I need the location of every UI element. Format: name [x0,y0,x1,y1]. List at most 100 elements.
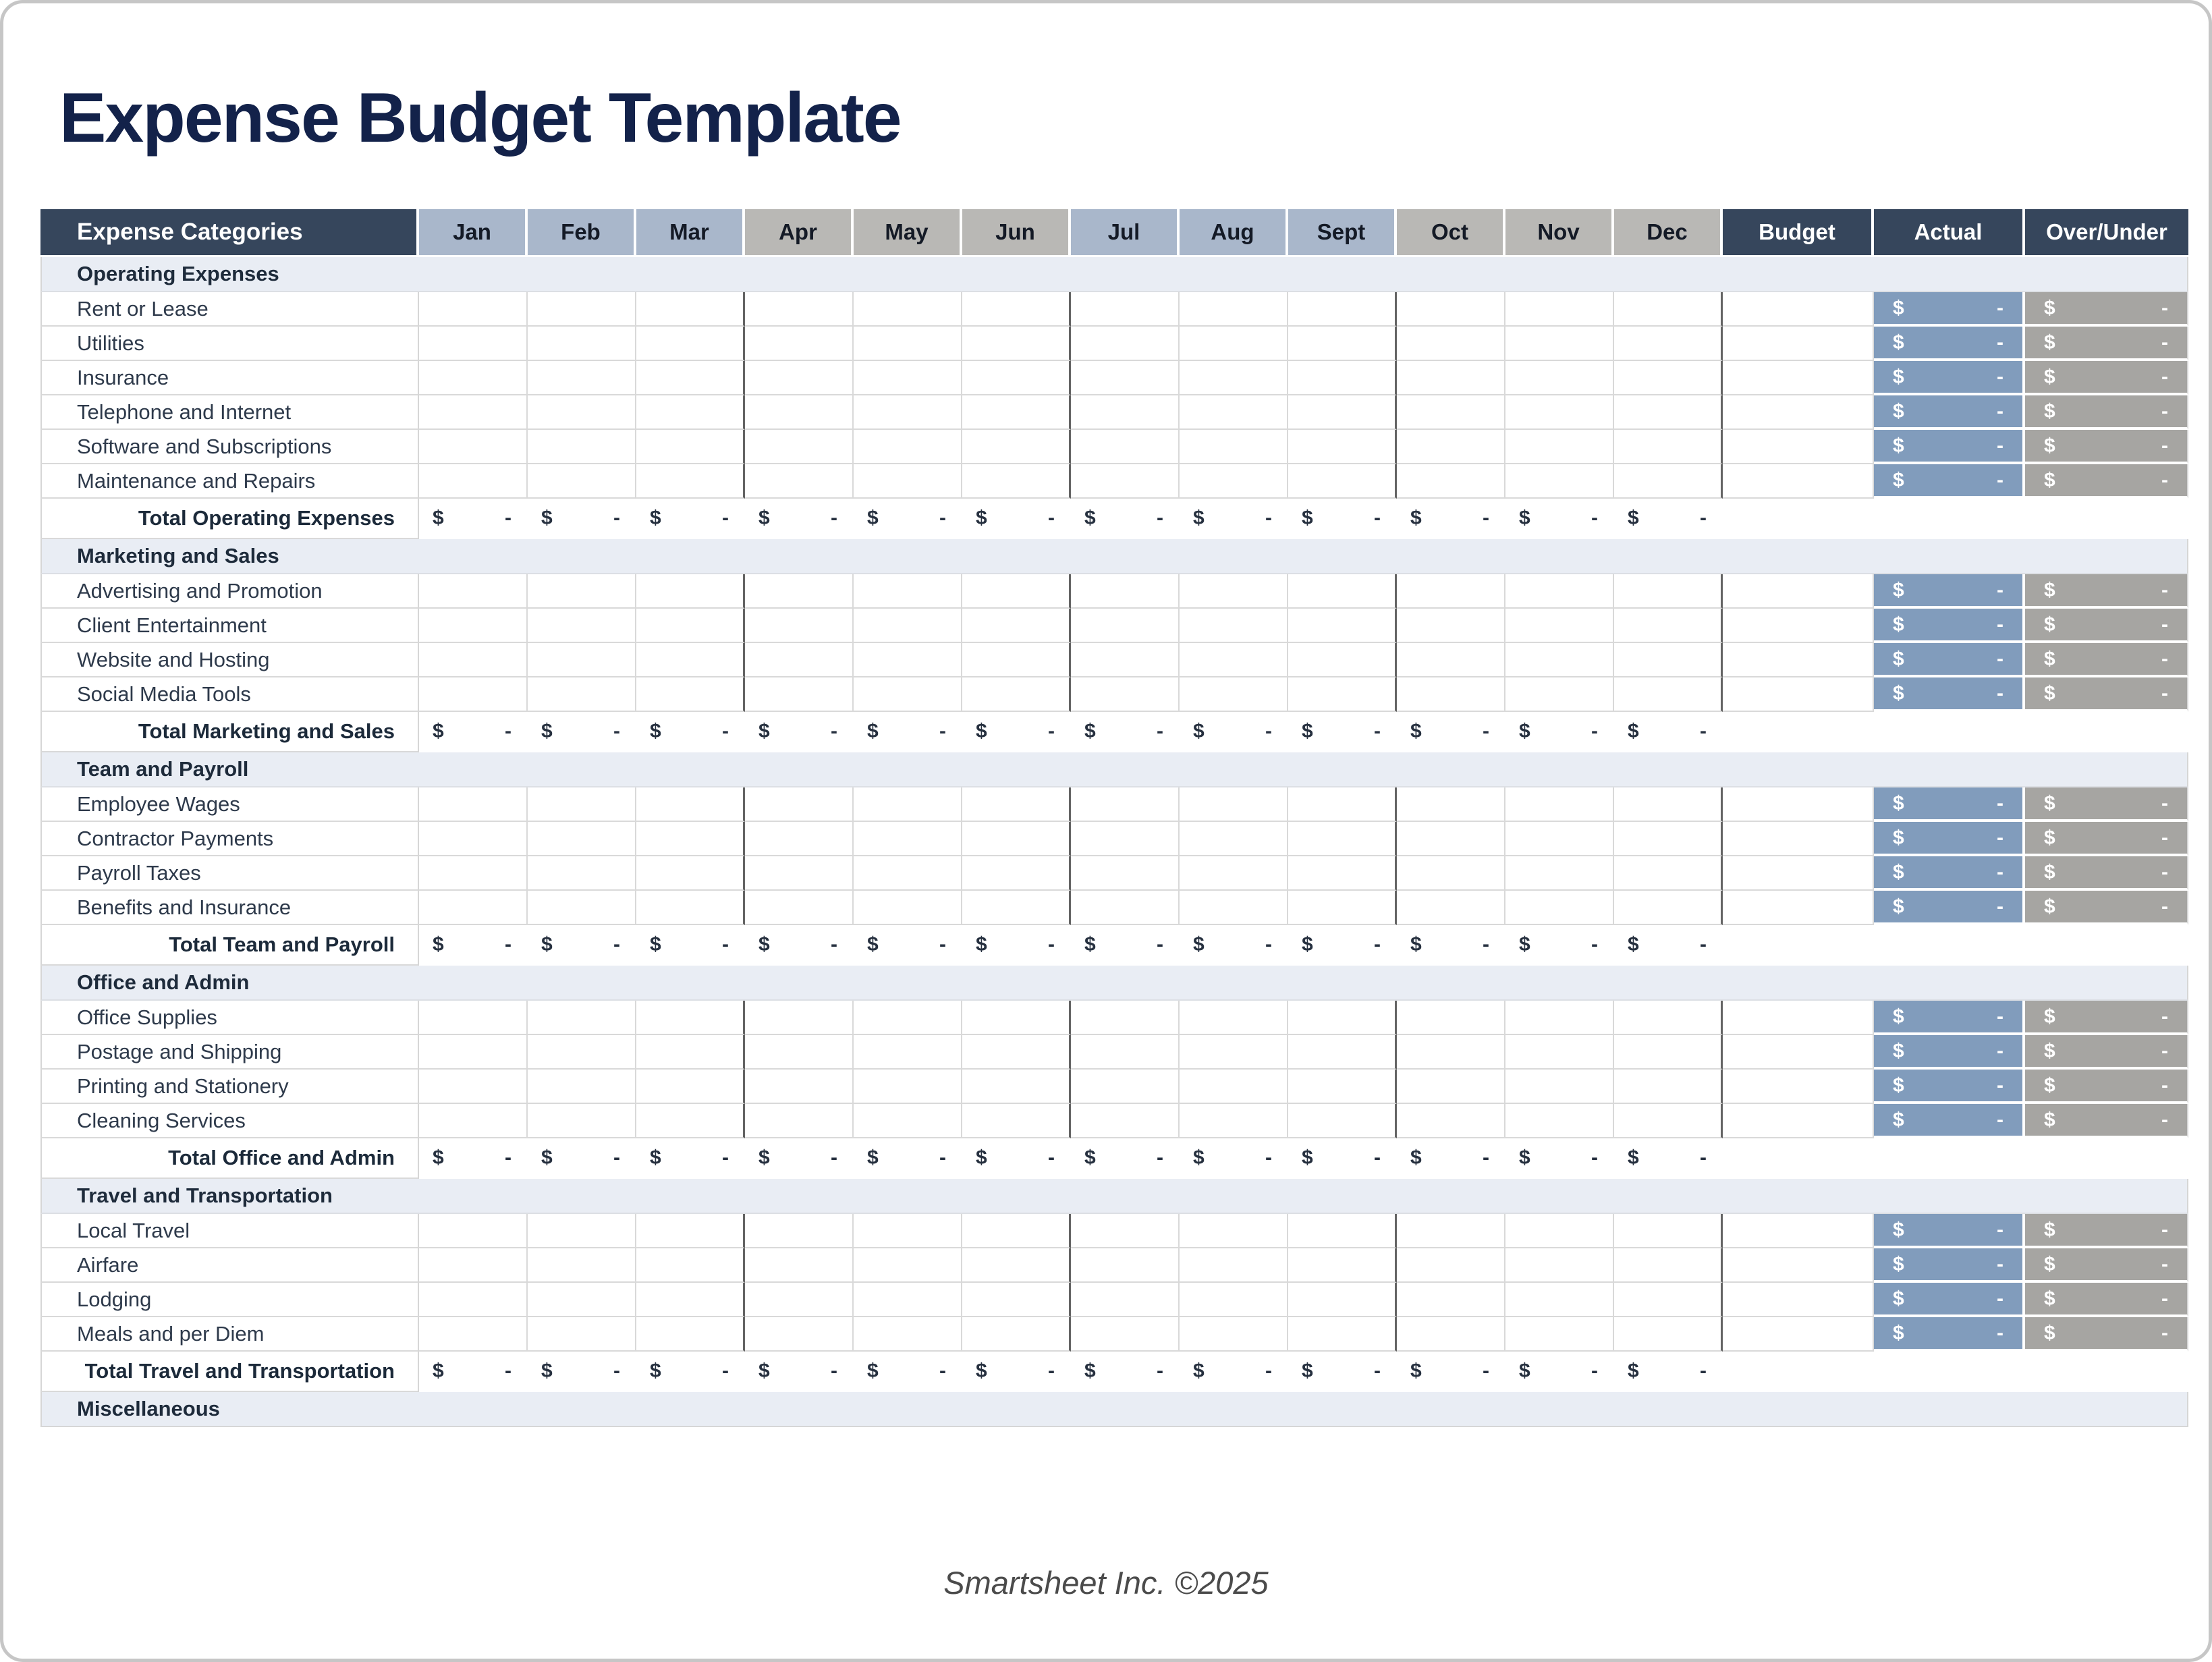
month-value-cell[interactable] [528,856,636,891]
month-value-cell[interactable] [745,609,854,643]
month-value-cell[interactable] [962,292,1071,327]
actual-value-cell[interactable]: $ - [1874,856,2025,891]
over-under-value-cell[interactable]: $ - [2025,292,2188,327]
month-value-cell[interactable] [1397,361,1505,395]
month-value-cell[interactable] [1288,1214,1397,1248]
over-under-value-cell[interactable]: $ - [2025,822,2188,856]
month-value-cell[interactable] [1397,430,1505,464]
month-value-cell[interactable] [1614,1283,1723,1317]
month-value-cell[interactable] [1505,327,1614,361]
budget-value-cell[interactable] [1723,1035,1874,1070]
over-under-value-cell[interactable]: $ - [2025,856,2188,891]
month-value-cell[interactable] [1071,1070,1180,1104]
month-value-cell[interactable] [1397,1104,1505,1138]
over-under-value-cell[interactable]: $ - [2025,1317,2188,1352]
month-value-cell[interactable] [745,1104,854,1138]
month-value-cell[interactable] [1180,822,1288,856]
actual-value-cell[interactable]: $ - [1874,1035,2025,1070]
month-value-cell[interactable] [1397,574,1505,609]
month-value-cell[interactable] [1505,1248,1614,1283]
month-value-cell[interactable] [1180,1317,1288,1352]
month-value-cell[interactable] [1071,1035,1180,1070]
month-value-cell[interactable] [1505,574,1614,609]
expense-label-cell[interactable]: Cleaning Services [40,1104,419,1138]
month-value-cell[interactable] [745,822,854,856]
actual-value-cell[interactable]: $ - [1874,430,2025,464]
section-header-cell[interactable]: Marketing and Sales [40,539,2188,574]
month-value-cell[interactable] [1071,643,1180,677]
month-value-cell[interactable] [1505,361,1614,395]
expense-label-cell[interactable]: Social Media Tools [40,677,419,712]
over-under-value-cell[interactable]: $ - [2025,891,2188,925]
month-value-cell[interactable] [962,1214,1071,1248]
month-value-cell[interactable] [1505,609,1614,643]
budget-value-cell[interactable] [1723,1248,1874,1283]
month-value-cell[interactable] [1505,1070,1614,1104]
month-value-cell[interactable] [1288,327,1397,361]
budget-value-cell[interactable] [1723,609,1874,643]
month-value-cell[interactable] [1288,574,1397,609]
month-value-cell[interactable] [745,787,854,822]
month-value-cell[interactable] [1614,891,1723,925]
month-value-cell[interactable] [962,395,1071,430]
month-value-cell[interactable] [419,891,528,925]
month-value-cell[interactable] [1614,292,1723,327]
over-under-value-cell[interactable]: $ - [2025,1214,2188,1248]
actual-value-cell[interactable]: $ - [1874,609,2025,643]
actual-value-cell[interactable]: $ - [1874,891,2025,925]
month-value-cell[interactable] [1071,292,1180,327]
month-value-cell[interactable] [1071,395,1180,430]
month-value-cell[interactable] [1071,1283,1180,1317]
month-value-cell[interactable] [636,1070,745,1104]
budget-value-cell[interactable] [1723,822,1874,856]
over-under-value-cell[interactable]: $ - [2025,1248,2188,1283]
month-value-cell[interactable] [854,464,962,499]
month-value-cell[interactable] [1288,292,1397,327]
month-value-cell[interactable] [854,430,962,464]
month-value-cell[interactable] [419,574,528,609]
actual-value-cell[interactable]: $ - [1874,822,2025,856]
month-value-cell[interactable] [1180,430,1288,464]
expense-label-cell[interactable]: Lodging [40,1283,419,1317]
month-value-cell[interactable] [419,1001,528,1035]
month-value-cell[interactable] [1505,643,1614,677]
over-under-value-cell[interactable]: $ - [2025,609,2188,643]
month-value-cell[interactable] [745,292,854,327]
month-value-cell[interactable] [1397,1248,1505,1283]
month-value-cell[interactable] [1614,1317,1723,1352]
month-value-cell[interactable] [745,395,854,430]
month-value-cell[interactable] [1505,1283,1614,1317]
month-value-cell[interactable] [1397,1214,1505,1248]
month-value-cell[interactable] [1071,891,1180,925]
month-value-cell[interactable] [528,822,636,856]
budget-value-cell[interactable] [1723,1214,1874,1248]
expense-label-cell[interactable]: Benefits and Insurance [40,891,419,925]
month-value-cell[interactable] [1397,891,1505,925]
month-value-cell[interactable] [1614,856,1723,891]
month-value-cell[interactable] [962,361,1071,395]
over-under-value-cell[interactable]: $ - [2025,1283,2188,1317]
month-value-cell[interactable] [419,1035,528,1070]
month-value-cell[interactable] [1071,677,1180,712]
month-value-cell[interactable] [419,643,528,677]
month-value-cell[interactable] [1071,464,1180,499]
actual-value-cell[interactable]: $ - [1874,1248,2025,1283]
month-value-cell[interactable] [854,1317,962,1352]
month-value-cell[interactable] [1071,1104,1180,1138]
over-under-value-cell[interactable]: $ - [2025,361,2188,395]
month-value-cell[interactable] [1505,292,1614,327]
month-value-cell[interactable] [1288,1001,1397,1035]
month-value-cell[interactable] [419,327,528,361]
month-value-cell[interactable] [528,1035,636,1070]
month-value-cell[interactable] [854,1104,962,1138]
section-header-cell[interactable]: Office and Admin [40,966,2188,1001]
month-value-cell[interactable] [962,787,1071,822]
month-value-cell[interactable] [528,361,636,395]
month-value-cell[interactable] [854,327,962,361]
expense-label-cell[interactable]: Telephone and Internet [40,395,419,430]
month-value-cell[interactable] [1180,643,1288,677]
month-value-cell[interactable] [1071,1214,1180,1248]
section-header-cell[interactable]: Miscellaneous [40,1392,2188,1427]
month-value-cell[interactable] [1180,327,1288,361]
month-value-cell[interactable] [1180,609,1288,643]
